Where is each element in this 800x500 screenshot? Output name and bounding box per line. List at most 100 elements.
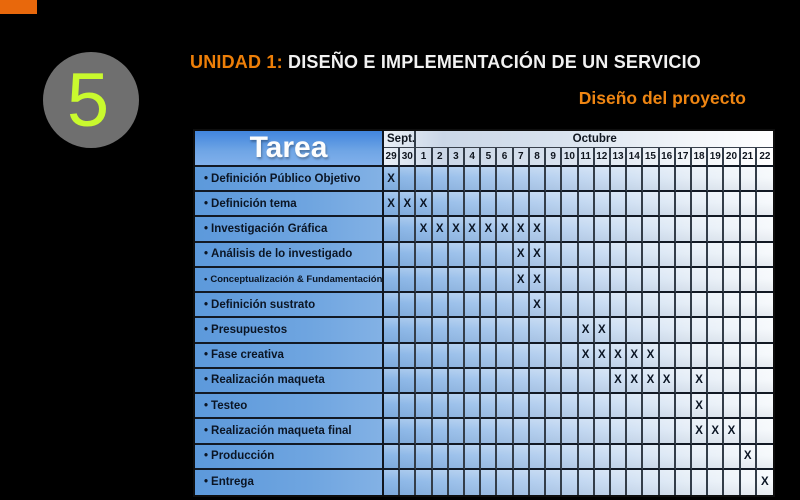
empty-cell: [627, 293, 644, 319]
mark-cell: X: [432, 217, 449, 243]
empty-cell: [708, 192, 725, 218]
empty-cell: [659, 394, 676, 420]
empty-cell: [627, 267, 644, 294]
empty-cell: [740, 394, 757, 420]
empty-cell: [578, 419, 595, 445]
empty-cell: [546, 394, 563, 420]
mark-cell: X: [610, 368, 628, 395]
empty-cell: [416, 318, 433, 344]
empty-cell: [675, 343, 692, 369]
empty-cell: [675, 394, 692, 420]
task-row-label: Definición sustrato: [195, 293, 384, 319]
empty-cell: [529, 469, 547, 495]
empty-cell: [708, 167, 725, 193]
empty-cell: [384, 368, 401, 395]
day-header: 18: [691, 148, 709, 167]
empty-cell: [724, 394, 741, 420]
empty-cell: [724, 242, 741, 268]
empty-cell: [546, 242, 563, 268]
task-row-label: Realización maqueta: [195, 368, 384, 395]
day-header: 13: [610, 148, 628, 167]
empty-cell: [643, 192, 660, 218]
empty-cell: [643, 394, 660, 420]
empty-cell: [416, 293, 433, 319]
mark-cell: X: [594, 318, 611, 344]
empty-cell: [610, 217, 628, 243]
empty-cell: [724, 293, 741, 319]
empty-cell: [546, 318, 563, 344]
empty-cell: [513, 419, 530, 445]
empty-cell: [432, 242, 449, 268]
empty-cell: [448, 242, 466, 268]
day-header: 7: [513, 148, 530, 167]
empty-cell: [740, 293, 757, 319]
title-unit-label: UNIDAD 1:: [190, 52, 283, 72]
day-header: 5: [481, 148, 498, 167]
empty-cell: [740, 167, 757, 193]
mark-cell: X: [691, 394, 709, 420]
empty-cell: [513, 469, 530, 495]
empty-cell: [643, 242, 660, 268]
mark-cell: X: [384, 192, 401, 218]
empty-cell: [400, 217, 417, 243]
empty-cell: [562, 368, 579, 395]
empty-cell: [416, 267, 433, 294]
empty-cell: [529, 343, 547, 369]
empty-cell: [448, 343, 466, 369]
mark-cell: X: [594, 343, 611, 369]
empty-cell: [465, 368, 482, 395]
empty-cell: [432, 394, 449, 420]
mark-cell: X: [740, 444, 757, 470]
empty-cell: [578, 242, 595, 268]
empty-cell: [384, 293, 401, 319]
empty-cell: [659, 293, 676, 319]
empty-cell: [432, 444, 449, 470]
empty-cell: [724, 318, 741, 344]
empty-cell: [448, 368, 466, 395]
empty-cell: [416, 419, 433, 445]
empty-cell: [562, 419, 579, 445]
empty-cell: [400, 394, 417, 420]
mark-cell: X: [724, 419, 741, 445]
day-header: 15: [643, 148, 660, 167]
empty-cell: [691, 469, 709, 495]
day-header: 19: [708, 148, 725, 167]
mark-cell: X: [627, 368, 644, 395]
empty-cell: [497, 368, 514, 395]
empty-cell: [384, 217, 401, 243]
empty-cell: [432, 368, 449, 395]
mark-cell: X: [643, 343, 660, 369]
empty-cell: [481, 267, 498, 294]
empty-cell: [529, 394, 547, 420]
empty-cell: [465, 444, 482, 470]
slide-number-badge: 5: [43, 52, 139, 148]
empty-cell: [432, 167, 449, 193]
mark-cell: X: [416, 192, 433, 218]
empty-cell: [400, 343, 417, 369]
empty-cell: [627, 318, 644, 344]
empty-cell: [546, 293, 563, 319]
empty-cell: [724, 343, 741, 369]
empty-cell: [756, 242, 773, 268]
empty-cell: [448, 293, 466, 319]
empty-cell: [497, 394, 514, 420]
empty-cell: [465, 167, 482, 193]
empty-cell: [578, 394, 595, 420]
empty-cell: [384, 242, 401, 268]
empty-cell: [465, 419, 482, 445]
empty-cell: [708, 343, 725, 369]
slide-number: 5: [66, 58, 110, 143]
empty-cell: [691, 242, 709, 268]
empty-cell: [756, 343, 773, 369]
empty-cell: [610, 394, 628, 420]
empty-cell: [659, 343, 676, 369]
empty-cell: [384, 444, 401, 470]
empty-cell: [659, 167, 676, 193]
empty-cell: [610, 419, 628, 445]
mark-cell: X: [659, 368, 676, 395]
empty-cell: [497, 444, 514, 470]
empty-cell: [546, 192, 563, 218]
empty-cell: [465, 293, 482, 319]
empty-cell: [448, 419, 466, 445]
empty-cell: [448, 469, 466, 495]
